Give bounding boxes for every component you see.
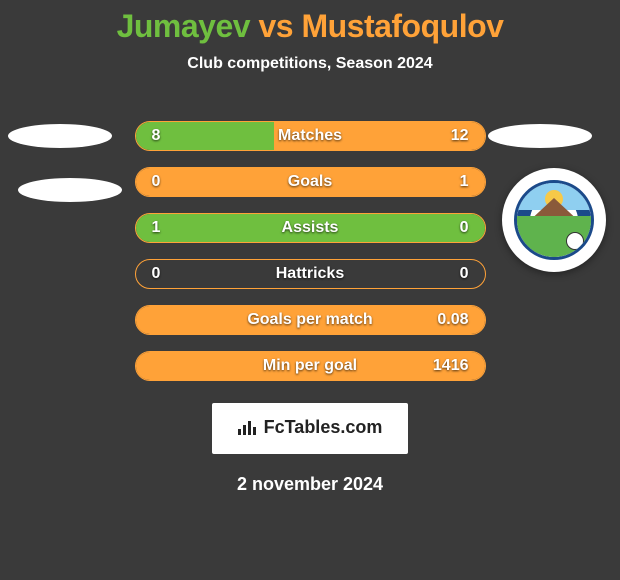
stat-row: Goals per match0.08 xyxy=(135,305,486,335)
stat-label: Matches xyxy=(136,127,485,145)
stat-label: Assists xyxy=(136,219,485,237)
team-logo-graphic xyxy=(514,180,594,260)
stat-row: 8Matches12 xyxy=(135,121,486,151)
team-logo-right xyxy=(502,168,606,272)
fctables-badge: FcTables.com xyxy=(212,403,409,454)
row-overlay: Min per goal1416 xyxy=(136,352,485,380)
decorative-ellipse xyxy=(18,178,122,202)
date-line: 2 november 2024 xyxy=(0,474,620,495)
player-left-name: Jumayev xyxy=(117,8,250,44)
row-overlay: 8Matches12 xyxy=(136,122,485,150)
bars-icon xyxy=(238,419,258,440)
stat-label: Hattricks xyxy=(136,265,485,283)
row-overlay: 1Assists0 xyxy=(136,214,485,242)
row-overlay: 0Hattricks0 xyxy=(136,260,485,288)
row-overlay: 0Goals1 xyxy=(136,168,485,196)
attribution-wrap: FcTables.com xyxy=(0,403,620,454)
row-overlay: Goals per match0.08 xyxy=(136,306,485,334)
stat-label: Goals xyxy=(136,173,485,191)
subtitle: Club competitions, Season 2024 xyxy=(0,55,620,73)
stat-row: 0Hattricks0 xyxy=(135,259,486,289)
comparison-title: Jumayev vs Mustafoqulov xyxy=(0,0,620,45)
decorative-ellipse xyxy=(488,124,592,148)
stat-label: Goals per match xyxy=(136,311,485,329)
decorative-ellipse xyxy=(8,124,112,148)
stat-row: 0Goals1 xyxy=(135,167,486,197)
fctables-text: FcTables.com xyxy=(264,417,383,437)
stat-row: Min per goal1416 xyxy=(135,351,486,381)
stat-label: Min per goal xyxy=(136,357,485,375)
vs-separator: vs xyxy=(250,8,301,44)
stat-row: 1Assists0 xyxy=(135,213,486,243)
player-right-name: Mustafoqulov xyxy=(301,8,503,44)
